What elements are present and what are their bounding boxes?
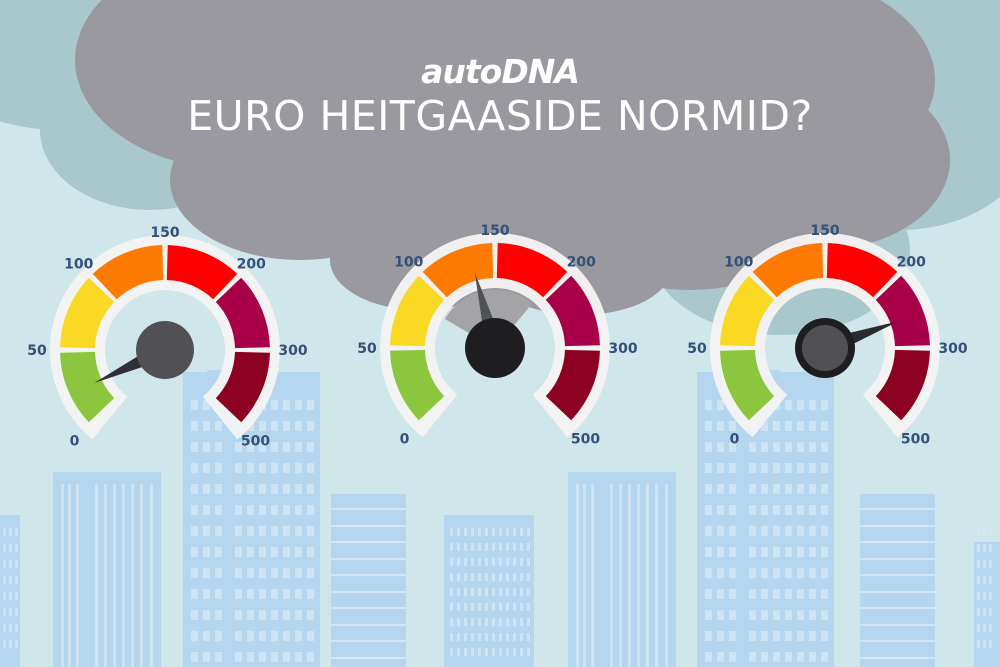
tick-label-0: 0 bbox=[70, 434, 80, 450]
gauge-segment-0-50 bbox=[720, 349, 775, 421]
gauge-3: 0 50 100 150 200 300 500 bbox=[687, 223, 968, 448]
tick-label-500: 500 bbox=[571, 432, 600, 448]
gauge-segment-200-300 bbox=[875, 275, 930, 347]
building-windows bbox=[61, 484, 668, 667]
tick-label-0: 0 bbox=[400, 432, 410, 448]
gauge-segment-0-50 bbox=[390, 349, 445, 421]
gauge-segment-150-200 bbox=[496, 243, 568, 298]
tick-label-100: 100 bbox=[724, 255, 753, 271]
tick-label-200: 200 bbox=[567, 255, 596, 271]
gauge-segment-100-150 bbox=[752, 243, 824, 298]
headline: autoDNA EURO HEITGAASIDE NORMID? bbox=[0, 52, 1000, 142]
gauge-segment-150-200 bbox=[826, 243, 898, 298]
gauge-segment-200-300 bbox=[545, 275, 600, 347]
building-floor-lines bbox=[331, 508, 935, 659]
gauge-segment-50-100 bbox=[720, 275, 775, 347]
tick-label-50: 50 bbox=[357, 341, 377, 357]
tick-label-200: 200 bbox=[897, 255, 926, 271]
tick-label-300: 300 bbox=[938, 341, 967, 357]
gauge-hub bbox=[136, 321, 194, 379]
tick-label-200: 200 bbox=[237, 257, 266, 273]
gauge-segment-300-500 bbox=[875, 349, 930, 421]
tick-label-100: 100 bbox=[394, 255, 423, 271]
gauge-segment-300-500 bbox=[545, 349, 600, 421]
page-title: EURO HEITGAASIDE NORMID? bbox=[187, 92, 813, 140]
gauge-hub bbox=[465, 318, 525, 378]
tick-label-300: 300 bbox=[278, 343, 307, 359]
gauge-segment-50-100 bbox=[390, 275, 445, 347]
tick-label-150: 150 bbox=[480, 223, 509, 239]
tick-label-100: 100 bbox=[64, 257, 93, 273]
gauge-segment-100-150 bbox=[92, 245, 164, 300]
gauge-segment-100-150 bbox=[422, 243, 494, 298]
tick-label-0: 0 bbox=[730, 432, 740, 448]
tick-label-150: 150 bbox=[150, 225, 179, 241]
tick-label-500: 500 bbox=[241, 434, 270, 450]
gauge-segment-150-200 bbox=[166, 245, 238, 300]
gauge-hub bbox=[802, 325, 848, 371]
tick-label-150: 150 bbox=[810, 223, 839, 239]
tick-label-300: 300 bbox=[608, 341, 637, 357]
autodna-logo: autoDNA bbox=[421, 52, 580, 91]
gauge-segment-0-50 bbox=[60, 351, 115, 423]
gauge-2: 0 50 100 150 200 300 500 bbox=[357, 223, 638, 448]
tower-windows bbox=[3, 400, 992, 662]
tick-label-500: 500 bbox=[901, 432, 930, 448]
gauge-1: 0 50 100 150 200 300 500 bbox=[27, 225, 308, 450]
tick-label-50: 50 bbox=[687, 341, 707, 357]
tick-label-50: 50 bbox=[27, 343, 47, 359]
gauge-segment-50-100 bbox=[60, 277, 115, 349]
gauge-segment-300-500 bbox=[215, 351, 270, 423]
gauge-segment-200-300 bbox=[215, 277, 270, 349]
